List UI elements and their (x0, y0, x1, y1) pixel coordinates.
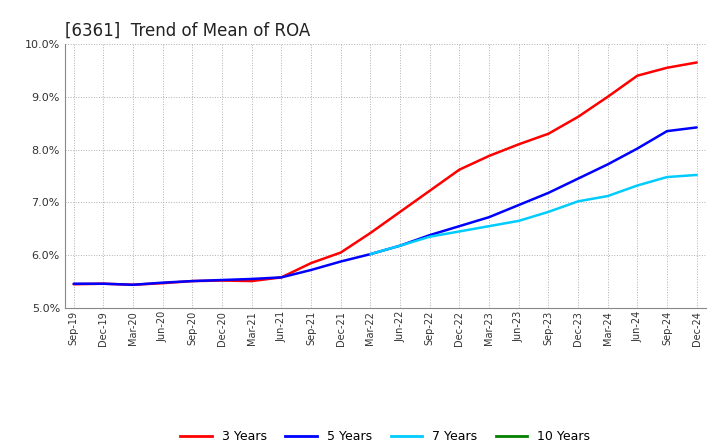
Line: 5 Years: 5 Years (73, 128, 697, 285)
5 Years (366, 252, 374, 257)
5 Years (485, 215, 493, 220)
5 Years (69, 281, 78, 286)
3 Years (633, 73, 642, 78)
Line: 3 Years: 3 Years (73, 62, 697, 285)
3 Years (396, 209, 405, 215)
5 Years (188, 279, 197, 284)
3 Years (277, 275, 286, 280)
7 Years (544, 209, 553, 215)
5 Years (514, 202, 523, 208)
5 Years (277, 275, 286, 280)
3 Years (514, 142, 523, 147)
5 Years (99, 281, 108, 286)
7 Years (693, 172, 701, 178)
7 Years (603, 194, 612, 199)
7 Years (662, 174, 671, 180)
3 Years (248, 279, 256, 284)
3 Years (366, 231, 374, 236)
Text: [6361]  Trend of Mean of ROA: [6361] Trend of Mean of ROA (65, 22, 310, 40)
5 Years (574, 176, 582, 181)
5 Years (455, 224, 464, 229)
3 Years (69, 282, 78, 287)
5 Years (662, 128, 671, 134)
5 Years (336, 259, 345, 264)
7 Years (485, 224, 493, 229)
3 Years (574, 114, 582, 120)
7 Years (366, 252, 374, 257)
5 Years (693, 125, 701, 130)
7 Years (455, 229, 464, 234)
5 Years (544, 190, 553, 195)
3 Years (485, 153, 493, 158)
5 Years (633, 146, 642, 151)
5 Years (603, 162, 612, 167)
5 Years (158, 280, 167, 285)
3 Years (129, 282, 138, 287)
3 Years (426, 188, 434, 194)
3 Years (603, 94, 612, 99)
3 Years (455, 167, 464, 172)
5 Years (396, 243, 405, 248)
5 Years (426, 232, 434, 238)
7 Years (426, 234, 434, 239)
Legend: 3 Years, 5 Years, 7 Years, 10 Years: 3 Years, 5 Years, 7 Years, 10 Years (176, 425, 595, 440)
7 Years (633, 183, 642, 188)
3 Years (188, 279, 197, 284)
7 Years (514, 218, 523, 224)
5 Years (217, 277, 226, 282)
3 Years (662, 65, 671, 70)
Line: 7 Years: 7 Years (370, 175, 697, 254)
7 Years (574, 199, 582, 204)
3 Years (336, 250, 345, 255)
3 Years (307, 260, 315, 266)
7 Years (396, 243, 405, 248)
3 Years (217, 278, 226, 283)
3 Years (693, 60, 701, 65)
5 Years (248, 276, 256, 282)
3 Years (544, 131, 553, 136)
5 Years (307, 268, 315, 273)
3 Years (158, 281, 167, 286)
3 Years (99, 281, 108, 286)
5 Years (129, 282, 138, 287)
